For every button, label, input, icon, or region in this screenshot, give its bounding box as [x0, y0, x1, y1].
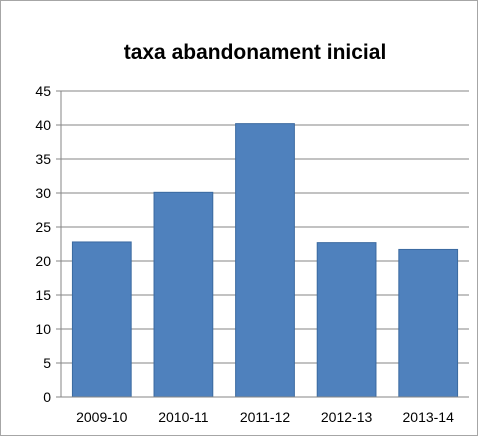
x-tick-label: 2013-14 — [403, 409, 455, 425]
axes — [56, 90, 469, 398]
y-tick-label: 30 — [35, 185, 51, 201]
x-tick-label: 2012-13 — [321, 409, 373, 425]
x-tick-label: 2011-12 — [240, 409, 291, 425]
y-tick-label: 20 — [35, 253, 51, 269]
bar — [398, 248, 459, 398]
y-tick-label: 25 — [35, 219, 51, 235]
y-tick-label: 0 — [43, 389, 51, 405]
y-tick-label: 15 — [35, 287, 51, 303]
x-tick-label: 2009-10 — [76, 409, 128, 425]
y-tick-label: 45 — [35, 83, 51, 99]
bar — [153, 191, 214, 398]
y-tick-label: 5 — [43, 355, 51, 371]
y-tick-label: 40 — [35, 117, 51, 133]
x-tick-label: 2010-11 — [158, 409, 209, 425]
y-tick-label: 10 — [35, 321, 51, 337]
y-tick-label: 35 — [35, 151, 51, 167]
bars — [71, 123, 459, 398]
x-axis-ticks: 2009-10 2010-11 2011-12 2012-13 2013-14 — [76, 409, 454, 425]
y-axis-ticks: 0 5 10 15 20 25 30 35 40 45 — [35, 83, 51, 405]
bar — [235, 123, 295, 398]
bar — [316, 242, 377, 398]
bar — [71, 241, 132, 398]
chart-title: taxa abandonament inicial — [124, 41, 387, 64]
